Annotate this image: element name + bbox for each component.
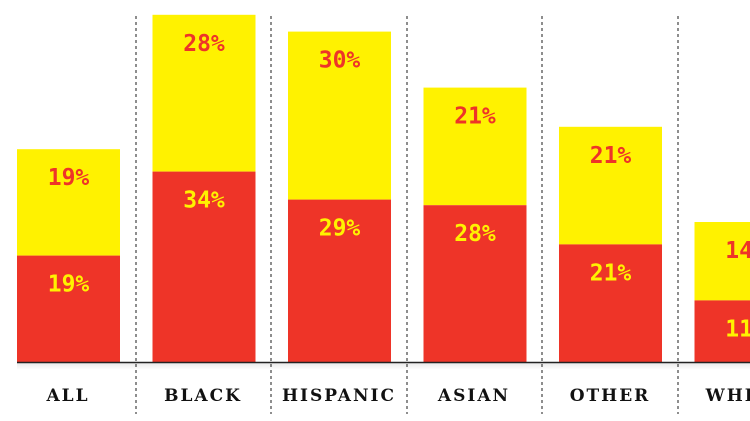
category-label-hispanic: HISPANIC bbox=[282, 386, 396, 406]
category-label-white: WHITE bbox=[705, 386, 750, 406]
bar-segment-bottom-other bbox=[559, 244, 662, 362]
data-label-top-asian: 21% bbox=[454, 104, 496, 130]
bar-segment-top-other bbox=[559, 126, 662, 245]
data-label-bottom-white: 11% bbox=[725, 316, 750, 342]
data-label-bottom-black: 34% bbox=[183, 188, 225, 214]
bar-segment-top-hispanic bbox=[288, 31, 391, 200]
bar-segment-bottom-black bbox=[152, 171, 256, 362]
category-label-other: OTHER bbox=[570, 386, 651, 406]
bar-segment-bottom-asian bbox=[423, 205, 527, 362]
bar-segment-bottom-white bbox=[694, 300, 750, 362]
data-label-bottom-other: 21% bbox=[590, 260, 632, 286]
bar-segment-top-white bbox=[694, 222, 750, 301]
data-label-bottom-hispanic: 29% bbox=[319, 216, 361, 242]
category-label-all: ALL bbox=[45, 386, 89, 406]
bar-segment-top-all bbox=[17, 149, 120, 256]
bar-segment-top-asian bbox=[423, 87, 527, 206]
data-label-bottom-all: 19% bbox=[48, 272, 90, 298]
bar-segment-bottom-hispanic bbox=[288, 199, 391, 362]
bar-segment-top-black bbox=[152, 14, 256, 172]
baseline-shadow bbox=[17, 362, 750, 370]
data-label-top-white: 14% bbox=[725, 238, 750, 264]
data-label-top-other: 21% bbox=[590, 143, 632, 169]
bar-segment-bottom-all bbox=[17, 255, 120, 362]
category-label-black: BLACK bbox=[164, 386, 242, 406]
data-label-top-black: 28% bbox=[183, 31, 225, 57]
data-label-top-all: 19% bbox=[48, 165, 90, 191]
category-label-asian: ASIAN bbox=[437, 386, 510, 406]
data-label-top-hispanic: 30% bbox=[319, 48, 361, 74]
data-label-bottom-asian: 28% bbox=[454, 221, 496, 247]
